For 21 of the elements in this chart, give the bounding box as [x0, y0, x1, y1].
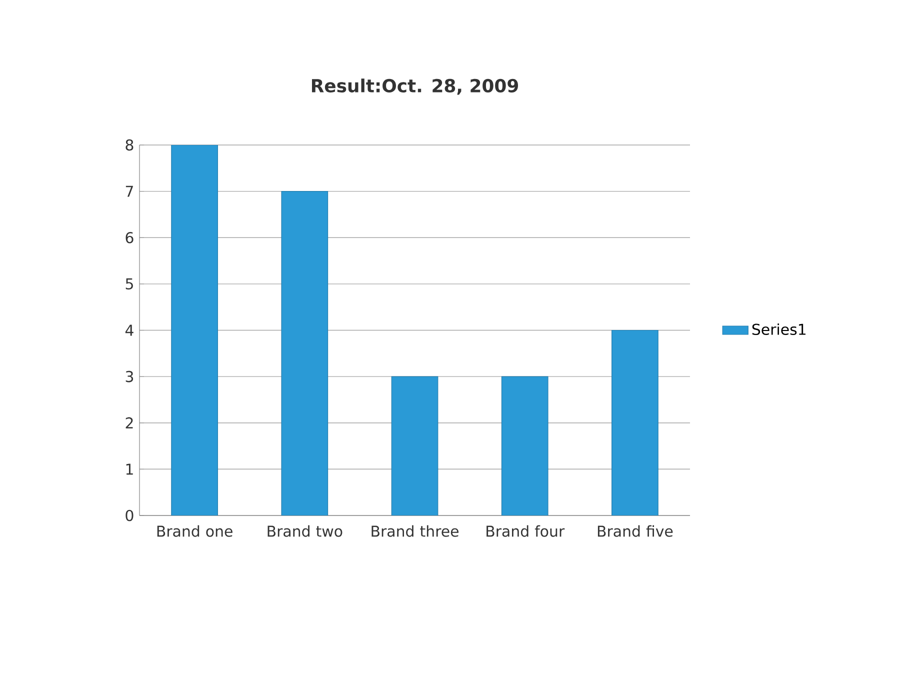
- y-tick-label: 0: [126, 510, 134, 522]
- y-tick-label: 7: [126, 186, 133, 197]
- y-tick-label: 6: [126, 232, 134, 244]
- y-tick-label: 2: [126, 417, 133, 428]
- bar: [391, 376, 438, 516]
- bar: [501, 376, 548, 516]
- y-tick-label: 8: [126, 139, 134, 151]
- bar: [171, 145, 218, 516]
- chart-title: Result:Oct. 28, 2009: [312, 78, 518, 95]
- y-tick-label: 1: [126, 464, 133, 475]
- legend-label: Series1: [752, 323, 806, 336]
- x-tick-label: Brand five: [598, 525, 673, 537]
- x-tick-label: Brand four: [486, 525, 565, 537]
- x-tick-label: Brand two: [268, 525, 342, 537]
- y-tick-label: 3: [126, 370, 134, 382]
- x-tick-label: Brand three: [372, 525, 458, 537]
- x-tick-label: Brand one: [157, 525, 232, 537]
- y-tick-label: 5: [126, 278, 133, 290]
- bar: [281, 191, 328, 516]
- bar: [612, 330, 658, 516]
- y-tick-label: 4: [125, 324, 134, 336]
